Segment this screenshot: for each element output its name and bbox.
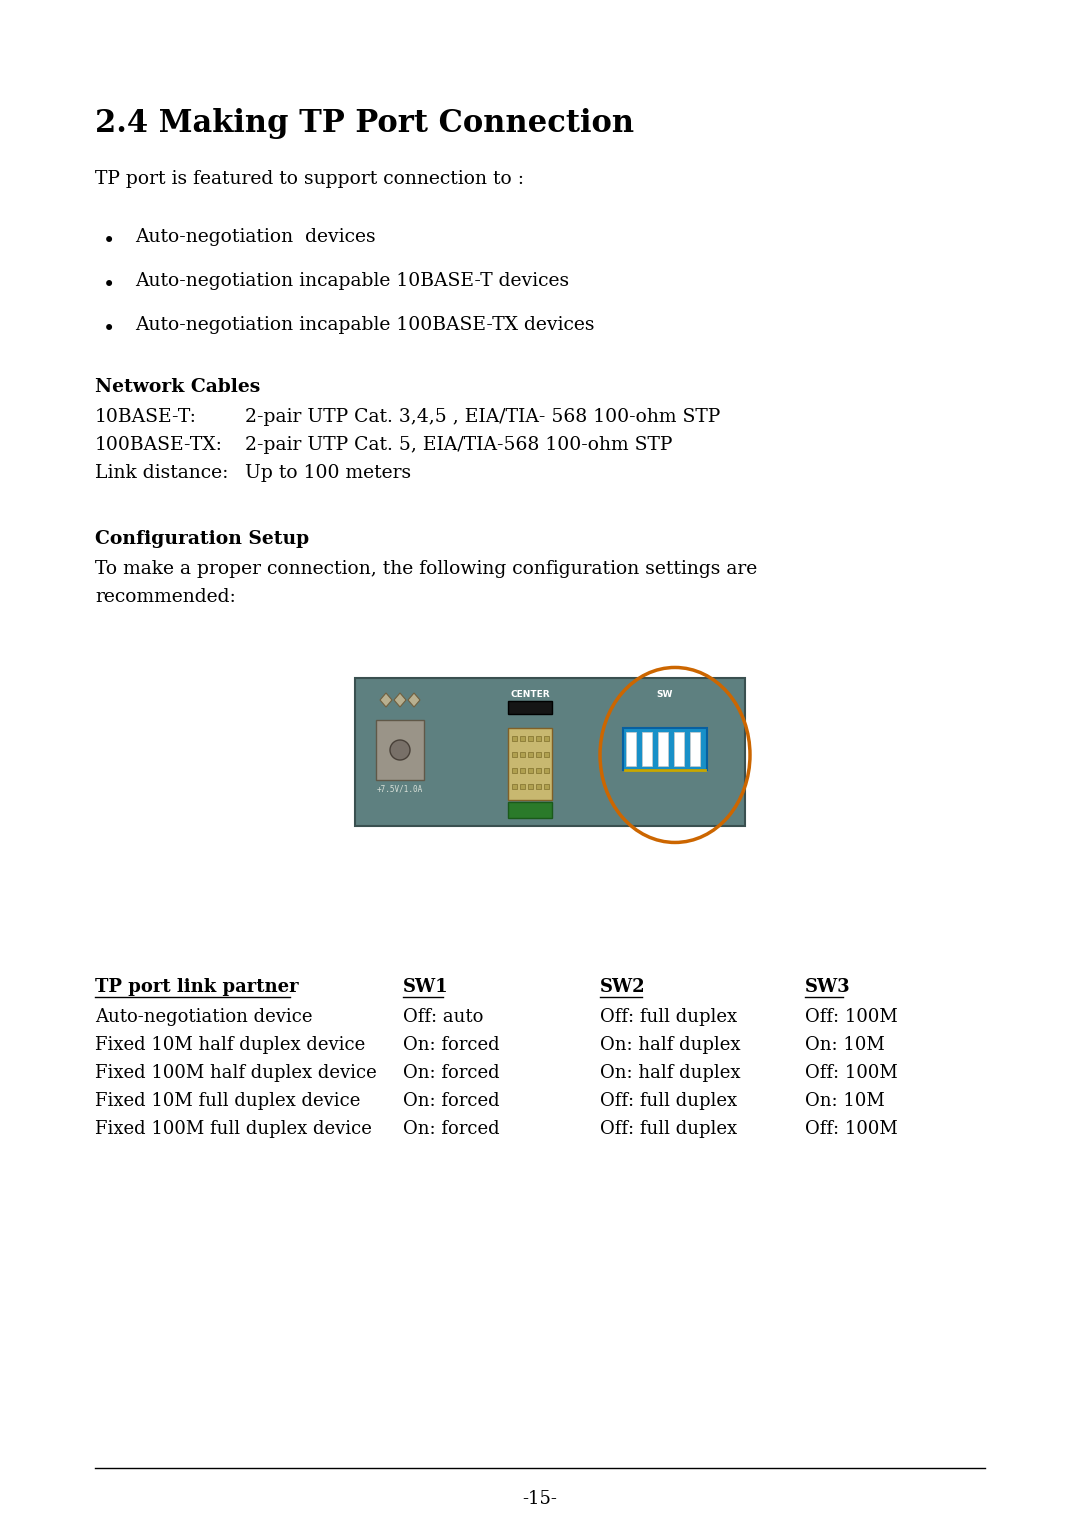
Text: On: forced: On: forced xyxy=(403,1065,500,1082)
Text: Off: 100M: Off: 100M xyxy=(805,1065,897,1082)
Text: Off: auto: Off: auto xyxy=(403,1008,484,1026)
FancyBboxPatch shape xyxy=(690,732,700,766)
FancyBboxPatch shape xyxy=(658,732,669,766)
Text: SW3: SW3 xyxy=(805,977,851,996)
FancyBboxPatch shape xyxy=(536,752,540,757)
Text: On: forced: On: forced xyxy=(403,1120,500,1138)
Text: •: • xyxy=(103,231,116,251)
FancyBboxPatch shape xyxy=(508,801,552,818)
FancyBboxPatch shape xyxy=(519,752,525,757)
FancyBboxPatch shape xyxy=(536,784,540,789)
FancyBboxPatch shape xyxy=(674,732,684,766)
Text: 2-pair UTP Cat. 5, EIA/TIA-568 100-ohm STP: 2-pair UTP Cat. 5, EIA/TIA-568 100-ohm S… xyxy=(245,437,673,453)
Text: On: 10M: On: 10M xyxy=(805,1092,885,1111)
Text: Off: full duplex: Off: full duplex xyxy=(600,1120,738,1138)
Text: •: • xyxy=(103,276,116,296)
FancyBboxPatch shape xyxy=(512,784,516,789)
Circle shape xyxy=(390,740,410,760)
FancyBboxPatch shape xyxy=(527,735,532,741)
FancyBboxPatch shape xyxy=(376,720,424,780)
Text: SW2: SW2 xyxy=(600,977,646,996)
Text: On: forced: On: forced xyxy=(403,1036,500,1054)
Text: On: half duplex: On: half duplex xyxy=(600,1036,741,1054)
FancyBboxPatch shape xyxy=(543,752,549,757)
Text: On: 10M: On: 10M xyxy=(805,1036,885,1054)
Text: TP port link partner: TP port link partner xyxy=(95,977,299,996)
Text: Auto-negotiation device: Auto-negotiation device xyxy=(95,1008,312,1026)
Text: 10BASE-T:: 10BASE-T: xyxy=(95,408,197,426)
Text: On: half duplex: On: half duplex xyxy=(600,1065,741,1082)
Text: To make a proper connection, the following configuration settings are: To make a proper connection, the followi… xyxy=(95,561,757,578)
FancyBboxPatch shape xyxy=(626,732,636,766)
FancyBboxPatch shape xyxy=(543,784,549,789)
Text: -15-: -15- xyxy=(523,1491,557,1507)
Text: Auto-negotiation  devices: Auto-negotiation devices xyxy=(135,228,376,247)
FancyBboxPatch shape xyxy=(512,752,516,757)
Text: Off: 100M: Off: 100M xyxy=(805,1008,897,1026)
Text: 2.4 Making TP Port Connection: 2.4 Making TP Port Connection xyxy=(95,107,634,139)
Text: 100BASE-TX:: 100BASE-TX: xyxy=(95,437,222,453)
Text: Off: full duplex: Off: full duplex xyxy=(600,1092,738,1111)
FancyBboxPatch shape xyxy=(527,768,532,774)
Text: Off: 100M: Off: 100M xyxy=(805,1120,897,1138)
Text: Fixed 100M half duplex device: Fixed 100M half duplex device xyxy=(95,1065,377,1082)
Text: Configuration Setup: Configuration Setup xyxy=(95,530,309,548)
FancyBboxPatch shape xyxy=(642,732,652,766)
Text: Fixed 100M full duplex device: Fixed 100M full duplex device xyxy=(95,1120,372,1138)
FancyBboxPatch shape xyxy=(519,735,525,741)
FancyBboxPatch shape xyxy=(508,702,552,714)
Text: recommended:: recommended: xyxy=(95,588,235,607)
FancyBboxPatch shape xyxy=(527,752,532,757)
Text: Fixed 10M full duplex device: Fixed 10M full duplex device xyxy=(95,1092,361,1111)
Text: •: • xyxy=(103,320,116,339)
Text: CENTER: CENTER xyxy=(510,689,550,699)
Text: Fixed 10M half duplex device: Fixed 10M half duplex device xyxy=(95,1036,365,1054)
Text: Network Cables: Network Cables xyxy=(95,378,260,395)
Text: 2-pair UTP Cat. 3,4,5 , EIA/TIA- 568 100-ohm STP: 2-pair UTP Cat. 3,4,5 , EIA/TIA- 568 100… xyxy=(245,408,720,426)
Polygon shape xyxy=(380,692,392,706)
Text: Link distance:: Link distance: xyxy=(95,464,228,483)
Text: Auto-negotiation incapable 100BASE-TX devices: Auto-negotiation incapable 100BASE-TX de… xyxy=(135,316,594,334)
Text: TP port is featured to support connection to :: TP port is featured to support connectio… xyxy=(95,170,524,188)
Text: SW: SW xyxy=(657,689,673,699)
Text: +7.5V/1.0A: +7.5V/1.0A xyxy=(377,784,423,794)
Text: Up to 100 meters: Up to 100 meters xyxy=(245,464,411,483)
FancyBboxPatch shape xyxy=(519,768,525,774)
Text: Auto-negotiation incapable 10BASE-T devices: Auto-negotiation incapable 10BASE-T devi… xyxy=(135,273,569,290)
FancyBboxPatch shape xyxy=(512,735,516,741)
Text: On: forced: On: forced xyxy=(403,1092,500,1111)
Polygon shape xyxy=(394,692,406,706)
Polygon shape xyxy=(408,692,420,706)
FancyBboxPatch shape xyxy=(512,768,516,774)
FancyBboxPatch shape xyxy=(519,784,525,789)
Text: Off: full duplex: Off: full duplex xyxy=(600,1008,738,1026)
FancyBboxPatch shape xyxy=(508,728,552,800)
FancyBboxPatch shape xyxy=(536,735,540,741)
FancyBboxPatch shape xyxy=(536,768,540,774)
FancyBboxPatch shape xyxy=(543,735,549,741)
FancyBboxPatch shape xyxy=(527,784,532,789)
FancyBboxPatch shape xyxy=(623,728,707,771)
FancyBboxPatch shape xyxy=(355,679,745,826)
FancyBboxPatch shape xyxy=(543,768,549,774)
Text: SW1: SW1 xyxy=(403,977,448,996)
